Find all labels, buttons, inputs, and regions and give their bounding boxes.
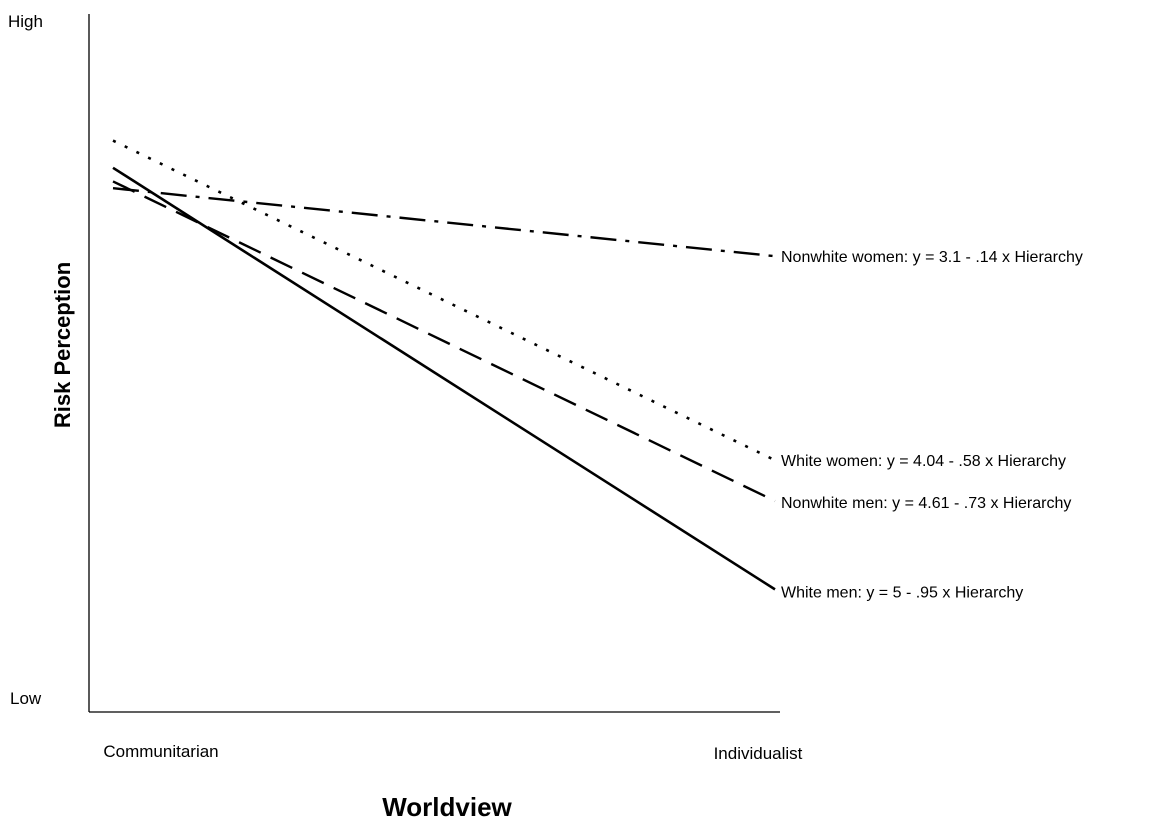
series-label-solid: White men: y = 5 - .95 x Hierarchy (781, 584, 1023, 601)
x-tick-label-individualist: Individualist (714, 744, 803, 763)
series-lines (112, 139, 776, 591)
series-labels: White men: y = 5 - .95 x Hierarchy Nonwhi… (781, 249, 1083, 601)
series-line-solid (112, 166, 776, 591)
y-tick-label-low: Low (10, 689, 42, 708)
y-tick-label-high: High (8, 12, 43, 31)
axes (88, 14, 780, 713)
y-axis-title: Risk Perception (50, 262, 75, 428)
series-label-dash-dot: Nonwhite women: y = 3.1 - .14 x Hierarch… (781, 249, 1083, 266)
series-line-dash-dot (112, 187, 776, 258)
x-tick-label-communitarian: Communitarian (103, 742, 218, 761)
series-line-dashed (112, 180, 776, 503)
series-line-dotted (112, 139, 776, 462)
series-label-dotted: White women: y = 4.04 - .58 x Hierarchy (781, 453, 1066, 470)
series-label-dashed: Nonwhite men: y = 4.61 - .73 x Hierarchy (781, 495, 1071, 512)
x-axis-title: Worldview (382, 792, 512, 822)
